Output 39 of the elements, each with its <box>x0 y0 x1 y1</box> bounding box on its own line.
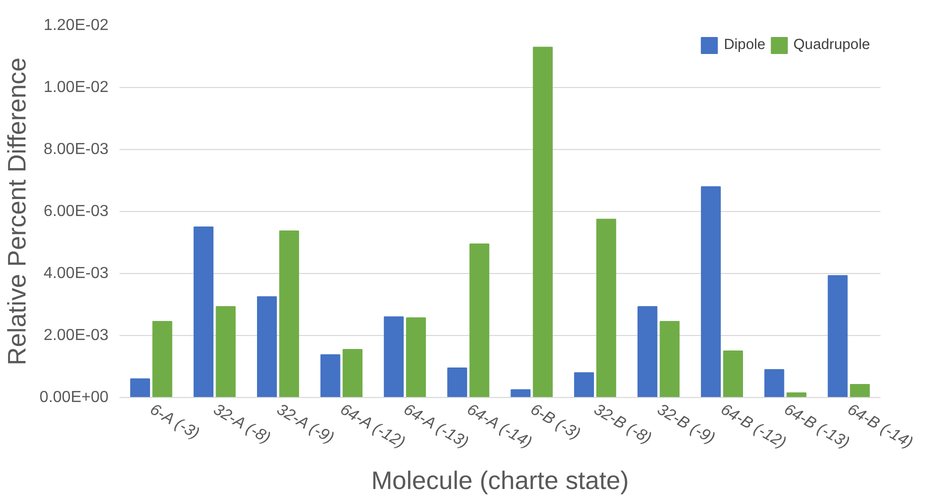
y-axis-title: Relative Percent Difference <box>4 58 32 366</box>
bar <box>596 218 616 398</box>
bar <box>700 186 721 398</box>
bar <box>850 384 870 398</box>
bar <box>216 306 236 398</box>
bar <box>510 389 531 398</box>
bar <box>574 372 594 398</box>
x-tick-label: 32-B (-9) <box>654 401 718 448</box>
legend-label: Quadrupole <box>793 37 870 53</box>
y-tick-label: 1.00E-02 <box>44 79 109 96</box>
y-tick-label: 0.00E+00 <box>40 389 109 406</box>
y-tick-label: 2.00E-03 <box>44 327 109 344</box>
bar <box>469 244 490 398</box>
bar <box>130 378 150 398</box>
x-tick-label: 32-B (-8) <box>590 401 654 448</box>
bar <box>723 350 743 398</box>
bar <box>320 354 340 398</box>
bar <box>279 230 300 398</box>
y-tick-label: 8.00E-03 <box>44 141 109 158</box>
bar <box>638 306 658 398</box>
bar <box>342 348 362 398</box>
bar <box>532 46 553 398</box>
bar <box>828 275 848 398</box>
bar <box>764 369 784 398</box>
bar <box>447 368 468 398</box>
x-tick-label: 32-A (-8) <box>210 401 274 448</box>
x-axis-title: Molecule (charte state) <box>371 467 629 496</box>
bar <box>152 321 172 398</box>
bar <box>660 321 680 398</box>
bar <box>194 226 214 398</box>
y-tick-label: 4.00E-03 <box>44 265 109 282</box>
bar <box>406 317 426 398</box>
bar <box>257 296 277 398</box>
bar <box>384 316 404 398</box>
y-tick-label: 1.20E-02 <box>44 17 109 34</box>
x-tick-label: 6-A (-3) <box>146 401 202 443</box>
x-tick-label: 32-A (-9) <box>274 401 336 448</box>
legend-label: Dipole <box>724 37 766 53</box>
y-tick-label: 6.00E-03 <box>44 203 109 220</box>
